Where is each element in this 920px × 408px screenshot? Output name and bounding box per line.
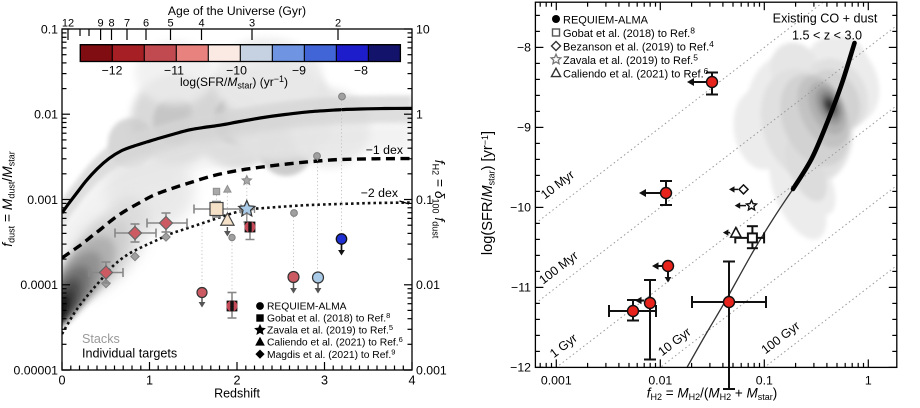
svg-text:Zavala et al. (2019) to Ref.5: Zavala et al. (2019) to Ref.5 <box>267 323 393 337</box>
svg-text:0.001: 0.001 <box>416 363 447 377</box>
svg-text:6: 6 <box>143 18 149 30</box>
svg-text:−12: −12 <box>510 361 531 375</box>
svg-text:3: 3 <box>321 374 328 388</box>
svg-text:0.001: 0.001 <box>541 374 572 388</box>
svg-text:fdust = Mdust/Mstar: fdust = Mdust/Mstar <box>0 151 17 246</box>
svg-text:0.001: 0.001 <box>27 193 58 207</box>
svg-text:0.1: 0.1 <box>41 22 58 36</box>
svg-text:Redshift: Redshift <box>214 387 260 401</box>
svg-text:−8: −8 <box>354 64 368 78</box>
svg-text:10: 10 <box>416 22 430 36</box>
svg-text:−8: −8 <box>517 41 531 55</box>
svg-text:log(SFR/Mstar) (yr−1): log(SFR/Mstar) (yr−1) <box>180 74 288 91</box>
svg-text:fH2 = δ100 fdust: fH2 = δ100 fdust <box>431 160 448 239</box>
svg-text:−11: −11 <box>511 281 531 295</box>
svg-text:0.1: 0.1 <box>416 193 433 207</box>
svg-text:2: 2 <box>335 18 341 30</box>
svg-text:12: 12 <box>62 18 74 30</box>
svg-text:Caliendo et al. (2021) to Ref.: Caliendo et al. (2021) to Ref.6 <box>267 335 403 349</box>
svg-text:fH2 = MH2/(MH2 + Mstar): fH2 = MH2/(MH2 + Mstar) <box>647 386 778 403</box>
svg-text:log(SFR/Mstar) [yr−1]: log(SFR/Mstar) [yr−1] <box>480 131 497 255</box>
svg-text:0.01: 0.01 <box>34 108 58 122</box>
svg-text:Zavala et al. (2019) to Ref.5: Zavala et al. (2019) to Ref.5 <box>563 52 698 67</box>
svg-text:0: 0 <box>58 374 65 388</box>
svg-text:7: 7 <box>124 18 130 30</box>
svg-text:9: 9 <box>98 18 104 30</box>
svg-text:Bezanson et al. (2019) to Ref.: Bezanson et al. (2019) to Ref.4 <box>563 39 714 54</box>
svg-text:Gobat et al. (2018) to Ref.8: Gobat et al. (2018) to Ref.8 <box>267 311 390 325</box>
svg-text:−1 dex: −1 dex <box>366 143 404 157</box>
svg-text:REQUIEM-ALMA: REQUIEM-ALMA <box>267 302 347 313</box>
svg-text:−9: −9 <box>292 64 306 78</box>
svg-text:Individual targets: Individual targets <box>82 347 177 361</box>
svg-text:−11: −11 <box>164 64 184 78</box>
svg-text:3: 3 <box>249 18 255 30</box>
svg-text:−9: −9 <box>517 121 531 135</box>
svg-text:−12: −12 <box>102 64 123 78</box>
svg-text:0.01: 0.01 <box>416 278 440 292</box>
svg-text:Age of the Universe (Gyr): Age of the Universe (Gyr) <box>168 4 306 18</box>
svg-text:5: 5 <box>167 18 173 30</box>
svg-text:−2 dex: −2 dex <box>361 186 399 200</box>
svg-text:1: 1 <box>416 108 423 122</box>
svg-text:Existing CO + dust: Existing CO + dust <box>773 12 878 26</box>
svg-text:0.01: 0.01 <box>648 374 672 388</box>
svg-text:1.5 < z < 3.0: 1.5 < z < 3.0 <box>792 29 862 43</box>
svg-text:REQUIEM-ALMA: REQUIEM-ALMA <box>563 14 649 26</box>
svg-text:0.1: 0.1 <box>756 374 773 388</box>
svg-text:2: 2 <box>233 374 240 388</box>
svg-text:1: 1 <box>146 374 153 388</box>
svg-text:8: 8 <box>108 18 114 30</box>
svg-text:Caliendo et al. (2021) to Ref.: Caliendo et al. (2021) to Ref.6 <box>563 66 709 81</box>
svg-text:4: 4 <box>198 18 204 30</box>
svg-text:Gobat et al. (2018) to Ref.8: Gobat et al. (2018) to Ref.8 <box>563 25 695 40</box>
svg-text:Magdis et al. (2021) to Ref.9: Magdis et al. (2021) to Ref.9 <box>267 347 395 361</box>
svg-text:−10: −10 <box>510 201 531 215</box>
svg-text:4: 4 <box>408 374 415 388</box>
svg-text:Stacks: Stacks <box>82 332 120 346</box>
svg-text:0.0001: 0.0001 <box>20 278 58 292</box>
svg-text:−10: −10 <box>226 64 247 78</box>
svg-text:1: 1 <box>865 374 872 388</box>
svg-text:0.00001: 0.00001 <box>14 363 59 377</box>
